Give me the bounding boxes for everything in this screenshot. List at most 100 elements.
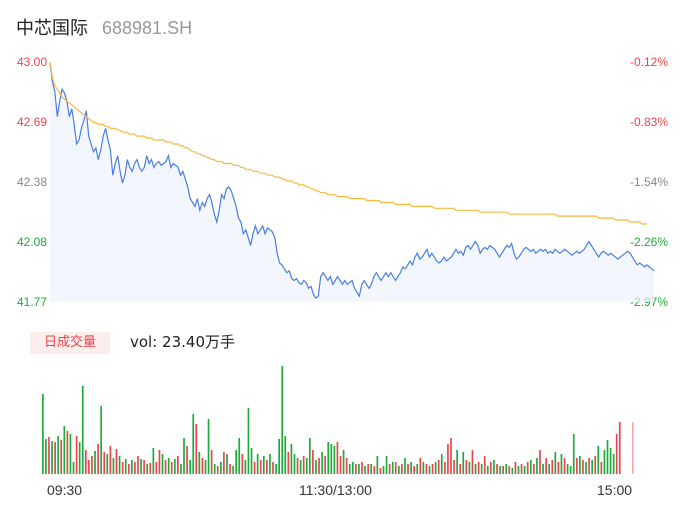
- volume-readout: vol: 23.40万手: [130, 332, 235, 352]
- volume-bar: [54, 442, 56, 474]
- volume-bar: [407, 464, 409, 474]
- volume-bar: [213, 464, 216, 474]
- volume-bar: [474, 464, 477, 474]
- volume-bar: [207, 419, 210, 474]
- x-tick-open: 09:30: [47, 482, 83, 498]
- volume-bar: [170, 462, 173, 474]
- volume-bar: [618, 422, 621, 474]
- volume-bar: [361, 462, 363, 474]
- volume-bar: [533, 464, 535, 474]
- volume-bar: [447, 444, 449, 474]
- volume-bar: [118, 456, 121, 474]
- volume-bar: [493, 460, 495, 474]
- volume-bar: [72, 462, 75, 474]
- volume-bar: [603, 450, 606, 474]
- volume-bar: [594, 456, 597, 474]
- volume-bar: [66, 431, 69, 474]
- volume-bar: [345, 458, 348, 474]
- volume-bar: [536, 458, 538, 474]
- volume-bar: [419, 458, 422, 474]
- price-area-fill: [50, 62, 655, 302]
- chart-header: 中芯国际 688981.SH: [16, 14, 192, 39]
- volume-bar: [290, 444, 293, 474]
- volume-bar: [232, 466, 234, 474]
- volume-bar: [321, 452, 323, 474]
- x-tick-midday: 11:30/13:00: [299, 482, 372, 498]
- volume-bar: [51, 441, 53, 474]
- volume-tab[interactable]: 日成交量: [30, 332, 110, 354]
- volume-bar: [256, 454, 259, 474]
- volume-bar: [416, 464, 419, 474]
- volume-bar: [465, 460, 468, 474]
- volume-bar: [367, 464, 369, 474]
- volume-bar: [183, 438, 185, 474]
- volume-bar: [315, 460, 317, 474]
- volume-bar: [397, 466, 400, 474]
- y-tick-price-4: 41.77: [17, 295, 47, 309]
- volume-bar: [302, 456, 305, 474]
- volume-bar: [471, 450, 474, 474]
- y-tick-pct-1: -0.83%: [630, 115, 668, 129]
- volume-bar: [529, 460, 532, 474]
- volume-bar: [351, 462, 354, 474]
- y-tick-pct-0: -0.12%: [630, 55, 668, 69]
- volume-bar: [78, 442, 81, 474]
- volume-bar: [57, 436, 60, 474]
- volume-bar: [244, 460, 247, 474]
- volume-bar: [612, 454, 615, 474]
- volume-bar: [281, 366, 284, 474]
- volume-bar: [554, 452, 557, 474]
- volume-bar: [130, 460, 133, 474]
- volume-bar: [88, 460, 90, 474]
- volume-bar: [609, 448, 612, 474]
- volume-bar: [109, 446, 112, 474]
- volume-bar: [545, 458, 547, 474]
- volume-bar: [520, 464, 523, 474]
- volume-bar: [308, 438, 311, 474]
- y-tick-pct-3: -2.26%: [630, 235, 668, 249]
- volume-bar: [112, 458, 115, 474]
- volume-bar: [189, 460, 191, 474]
- volume-bar: [60, 440, 63, 474]
- volume-bar: [606, 440, 609, 474]
- volume-bar: [312, 450, 314, 474]
- volume-bar: [275, 464, 277, 474]
- volume-bar: [103, 452, 106, 474]
- y-tick-price-3: 42.08: [17, 235, 47, 249]
- volume-bar: [339, 456, 342, 474]
- volume-bar: [431, 464, 434, 474]
- y-tick-price-1: 42.69: [17, 115, 47, 129]
- volume-bar: [180, 464, 182, 474]
- volume-bar: [100, 406, 102, 474]
- volume-bar: [247, 408, 250, 474]
- volume-bar: [266, 460, 268, 474]
- volume-bar: [186, 446, 188, 474]
- volume-bar: [115, 449, 118, 474]
- average-line: [49, 61, 647, 225]
- volume-bar: [348, 464, 351, 474]
- volume-bar: [296, 458, 299, 474]
- volume-bar: [444, 462, 446, 474]
- y-tick-pct-2: -1.54%: [630, 175, 668, 189]
- volume-bar: [410, 462, 412, 474]
- volume-bar: [342, 450, 345, 474]
- volume-bar: [499, 466, 501, 474]
- volume-bar: [434, 462, 437, 474]
- volume-bar: [508, 466, 511, 474]
- volume-bar: [542, 464, 544, 474]
- volume-bar: [216, 466, 219, 474]
- x-tick-close: 15:00: [597, 482, 633, 498]
- volume-bar: [149, 463, 152, 474]
- volume-bar: [253, 462, 256, 474]
- volume-bar: [278, 439, 280, 474]
- volume-value: 23.40万手: [162, 333, 235, 351]
- volume-bar: [517, 466, 520, 474]
- volume-bar: [385, 456, 388, 474]
- volume-bar: [502, 466, 505, 474]
- volume-bar: [241, 454, 244, 474]
- volume-bar: [201, 458, 204, 474]
- volume-bar: [219, 462, 222, 474]
- volume-bar: [287, 452, 290, 474]
- volume-bar: [140, 459, 142, 474]
- volume-bar: [486, 466, 489, 474]
